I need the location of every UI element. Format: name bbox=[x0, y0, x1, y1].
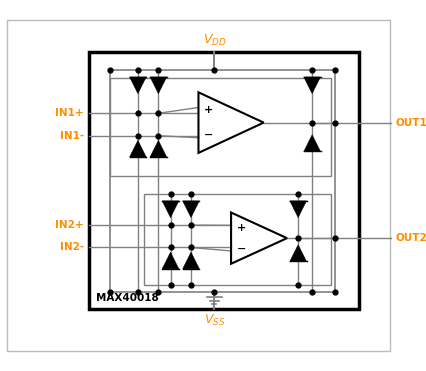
Polygon shape bbox=[162, 201, 178, 218]
Text: −: − bbox=[236, 243, 245, 253]
Text: −: − bbox=[204, 130, 213, 140]
Text: +: + bbox=[236, 223, 245, 233]
Polygon shape bbox=[303, 77, 320, 94]
Text: IN1-: IN1- bbox=[60, 131, 83, 141]
Text: +: + bbox=[204, 105, 213, 115]
Polygon shape bbox=[289, 201, 306, 218]
Polygon shape bbox=[182, 201, 199, 218]
Text: IN2-: IN2- bbox=[60, 243, 83, 252]
Text: OUT2: OUT2 bbox=[395, 233, 426, 243]
Text: $\mathit{V_{SS}}$: $\mathit{V_{SS}}$ bbox=[203, 313, 225, 328]
Text: IN1+: IN1+ bbox=[55, 108, 83, 118]
Polygon shape bbox=[150, 140, 167, 157]
Polygon shape bbox=[162, 252, 178, 269]
Text: OUT1: OUT1 bbox=[395, 118, 426, 128]
Text: IN2+: IN2+ bbox=[55, 220, 83, 230]
Bar bbox=[109, 78, 330, 176]
Polygon shape bbox=[129, 77, 146, 94]
Polygon shape bbox=[289, 244, 306, 262]
Text: MAX40018: MAX40018 bbox=[96, 293, 158, 303]
Bar bbox=[144, 194, 330, 285]
Polygon shape bbox=[150, 77, 167, 94]
Bar bbox=[88, 52, 358, 309]
Polygon shape bbox=[182, 252, 199, 269]
Polygon shape bbox=[129, 140, 146, 157]
Polygon shape bbox=[303, 135, 320, 151]
Text: $\mathit{V_{DD}}$: $\mathit{V_{DD}}$ bbox=[202, 33, 226, 48]
